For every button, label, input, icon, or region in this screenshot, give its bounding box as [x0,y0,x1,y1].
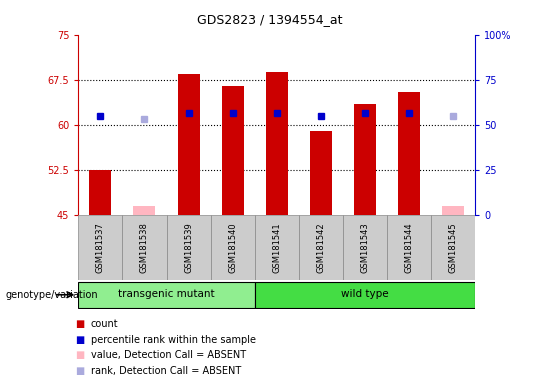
Bar [299,215,343,280]
Bar [166,215,211,280]
Bar [343,215,387,280]
Text: wild type: wild type [341,289,389,299]
Text: GSM181543: GSM181543 [360,222,369,273]
Text: GSM181537: GSM181537 [96,222,105,273]
Text: GDS2823 / 1394554_at: GDS2823 / 1394554_at [197,13,343,26]
Text: rank, Detection Call = ABSENT: rank, Detection Call = ABSENT [91,366,241,376]
Text: GSM181538: GSM181538 [140,222,149,273]
Text: ■: ■ [76,350,85,360]
Bar [431,215,475,280]
Bar [387,215,431,280]
Text: percentile rank within the sample: percentile rank within the sample [91,335,256,345]
Bar [178,74,200,215]
Bar [255,215,299,280]
Bar [123,215,166,280]
Bar [310,131,332,215]
Text: GSM181539: GSM181539 [184,222,193,273]
Text: genotype/variation: genotype/variation [5,290,98,300]
Text: GSM181545: GSM181545 [449,222,458,273]
Bar [78,282,255,308]
Text: ■: ■ [76,319,85,329]
Bar [266,73,288,215]
Bar [442,206,464,215]
Text: GSM181540: GSM181540 [228,222,237,273]
Text: transgenic mutant: transgenic mutant [118,289,215,299]
Text: ■: ■ [76,366,85,376]
Bar [354,104,376,215]
Text: GSM181541: GSM181541 [272,222,281,273]
Text: GSM181544: GSM181544 [404,222,414,273]
Bar [78,215,123,280]
Text: ■: ■ [76,335,85,345]
Bar [221,86,244,215]
Text: value, Detection Call = ABSENT: value, Detection Call = ABSENT [91,350,246,360]
Bar [89,170,111,215]
Text: GSM181542: GSM181542 [316,222,325,273]
Bar [133,206,156,215]
Text: count: count [91,319,118,329]
Bar [211,215,255,280]
Bar [398,92,420,215]
Bar [255,282,475,308]
